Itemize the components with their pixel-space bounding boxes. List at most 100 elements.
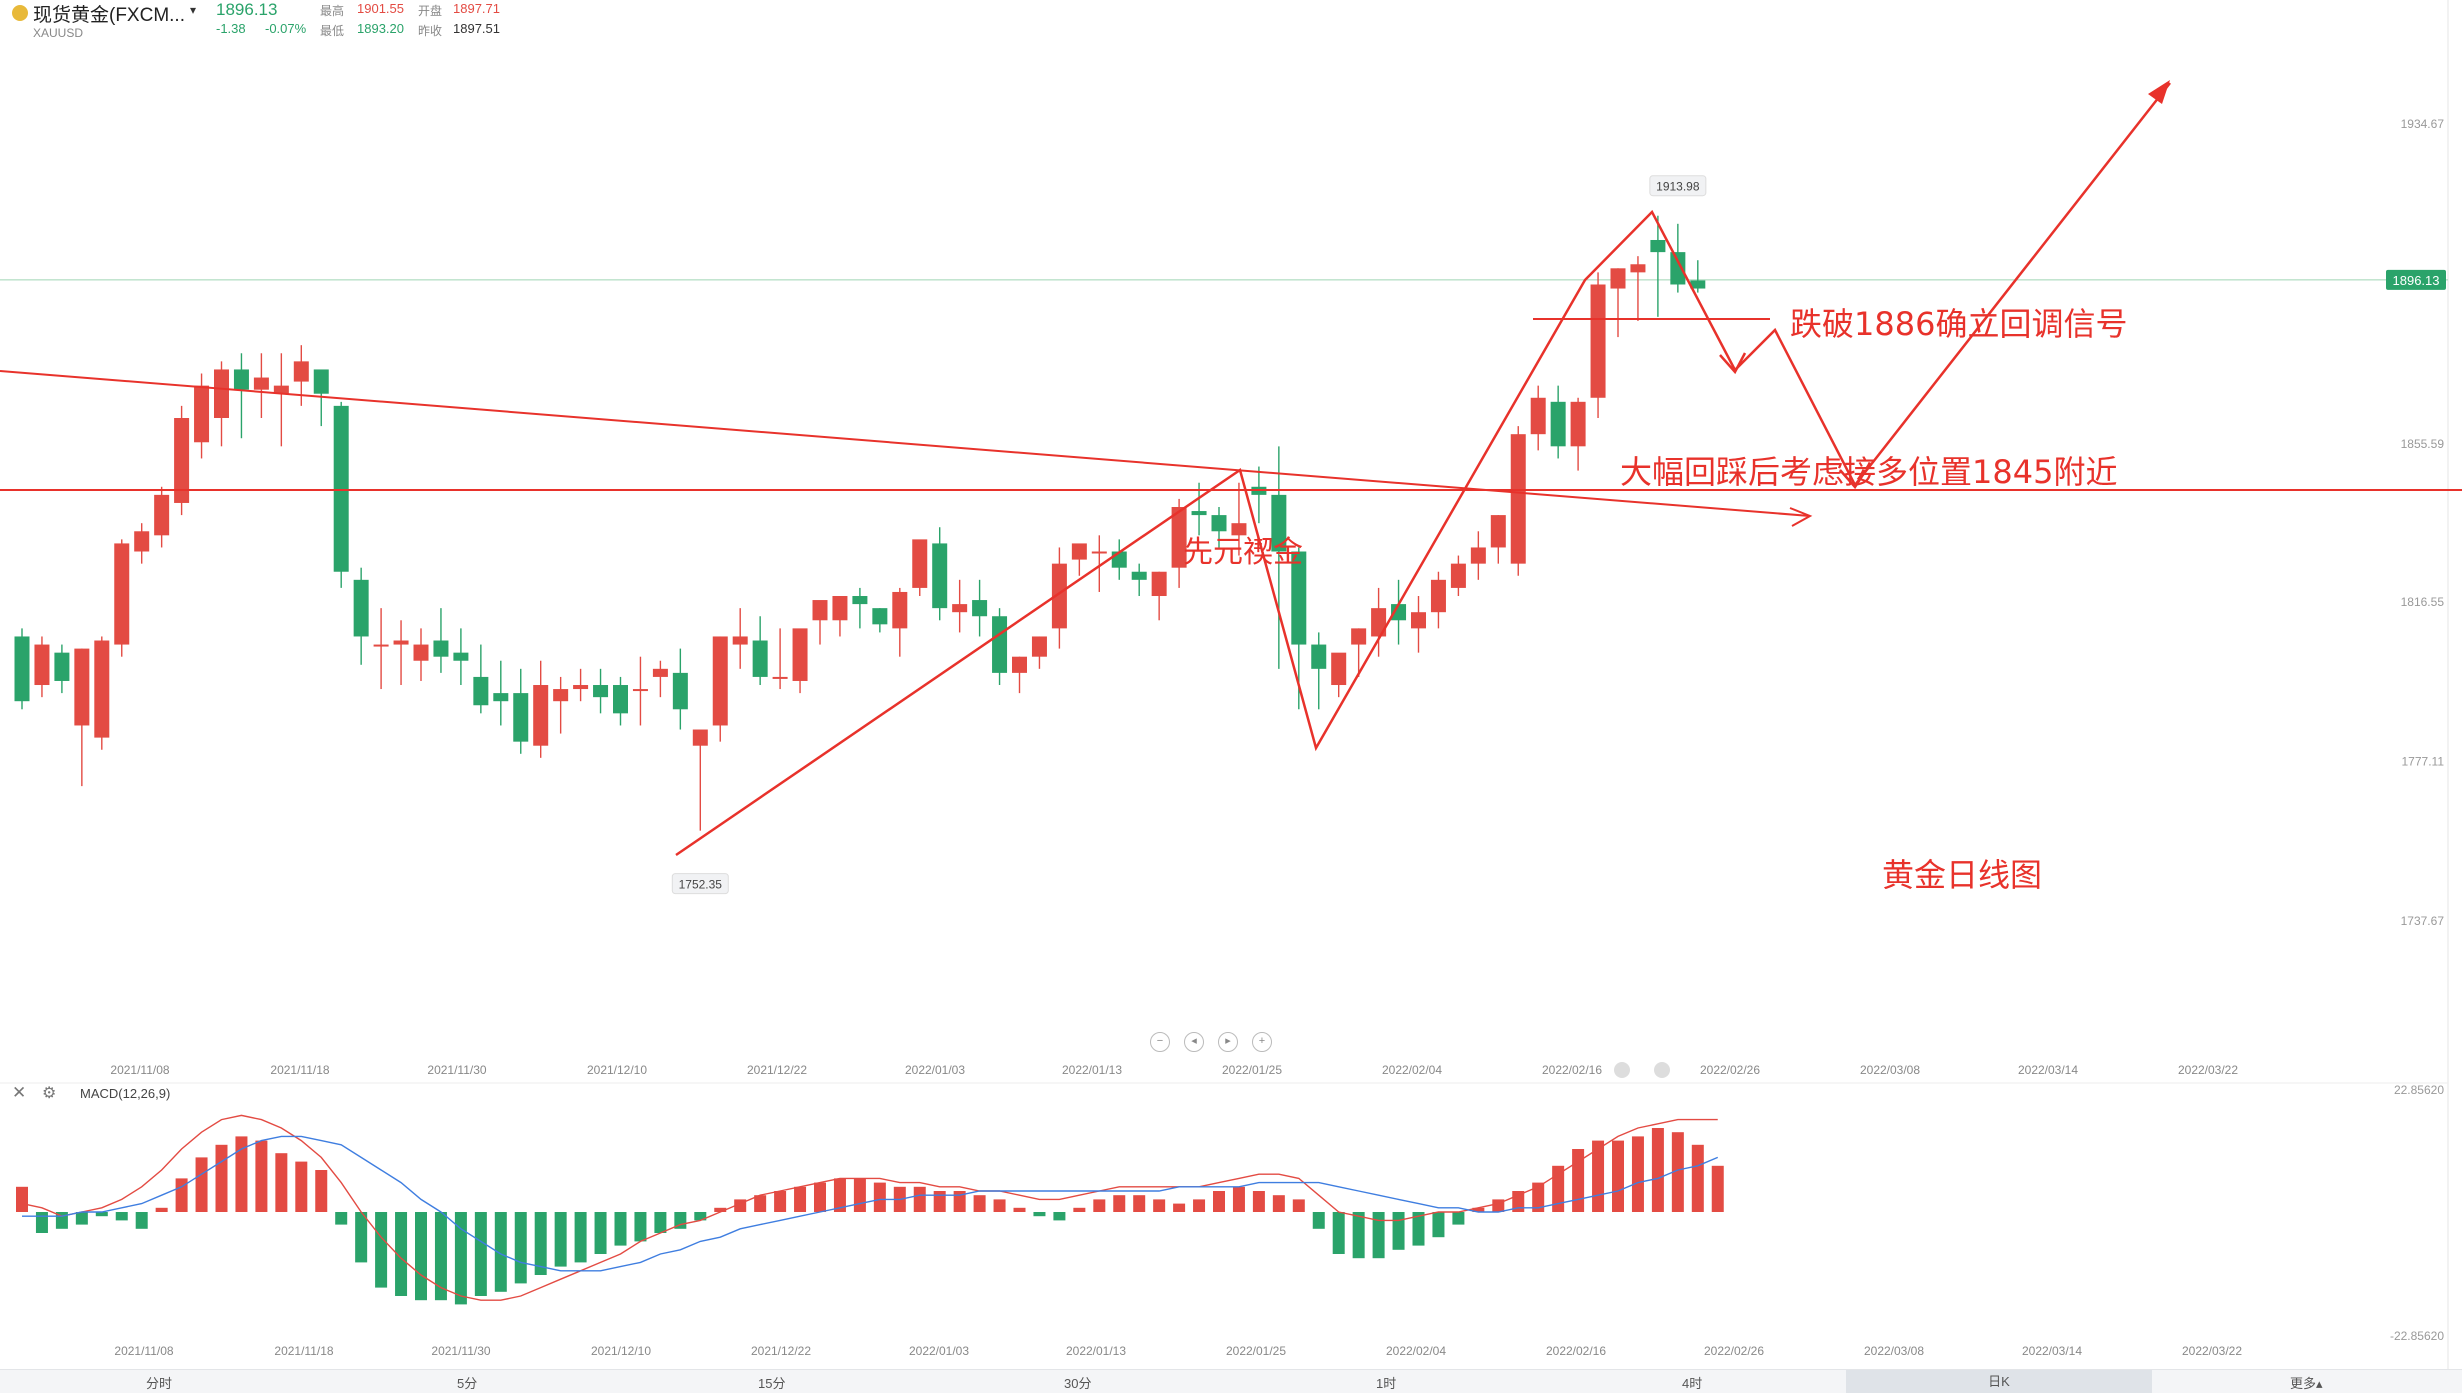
scroll-right-icon[interactable]: ▸ — [1218, 1032, 1238, 1052]
macd-bar — [474, 1212, 487, 1296]
prev-close-value: 1897.51 — [453, 21, 500, 36]
macd-bar — [1651, 1128, 1664, 1212]
macd-bar — [1173, 1203, 1186, 1212]
candle-body — [214, 369, 229, 418]
tf-4h[interactable]: 4时 — [1682, 1376, 1703, 1391]
macd-bar — [1312, 1212, 1325, 1229]
candle-body — [194, 385, 210, 443]
candle-body — [273, 385, 289, 394]
tf-5m[interactable]: 5分 — [457, 1376, 478, 1391]
macd-dif-line — [21, 1114, 1718, 1301]
macd-bar — [1252, 1191, 1265, 1212]
candle-body — [373, 644, 389, 647]
candle-body — [1610, 268, 1626, 289]
macd-bar — [1372, 1212, 1385, 1259]
gear-icon[interactable]: ⚙ — [42, 1085, 57, 1102]
price-change: -1.38 — [216, 21, 246, 36]
macd-x-tick-label: 2022/02/16 — [1546, 1344, 1606, 1358]
candle-body — [632, 689, 648, 692]
candle-body — [912, 539, 928, 588]
x-tick-label: 2022/03/22 — [2178, 1063, 2238, 1077]
zoom-in-icon[interactable]: + — [1252, 1032, 1272, 1052]
annotation-arrowhead — [2148, 80, 2170, 104]
macd-bar — [1232, 1186, 1245, 1212]
candle-body — [1430, 579, 1446, 613]
tf-minute[interactable]: 分时 — [146, 1376, 173, 1391]
x-tick-label: 2022/02/04 — [1382, 1063, 1442, 1077]
macd-x-tick-label: 2021/12/22 — [751, 1344, 811, 1358]
x-tick-label: 2021/12/22 — [747, 1063, 807, 1077]
tf-1h[interactable]: 1时 — [1376, 1376, 1397, 1391]
candle-body — [533, 685, 549, 746]
macd-bar — [1412, 1212, 1425, 1246]
candle-body — [1550, 401, 1566, 447]
candle-body — [1131, 571, 1147, 580]
macd-bar — [814, 1182, 826, 1212]
price-change-pct: -0.07% — [265, 21, 307, 36]
candle-body — [1051, 563, 1067, 629]
instrument-title[interactable]: 现货黄金(FXCM... — [33, 5, 185, 26]
macd-x-tick-label: 2022/03/08 — [1864, 1344, 1924, 1358]
zoom-out-icon[interactable]: − — [1150, 1032, 1170, 1052]
candle-body — [413, 644, 429, 661]
macd-bar — [973, 1195, 986, 1212]
macd-bar — [1452, 1212, 1465, 1225]
candle-body — [792, 628, 808, 681]
y-tick-label: 1855.59 — [2401, 437, 2445, 451]
tf-15m[interactable]: 15分 — [758, 1376, 786, 1391]
candle-body — [1630, 264, 1646, 273]
macd-bar — [514, 1212, 527, 1284]
macd-bar — [75, 1212, 88, 1225]
macd-bar — [355, 1212, 368, 1263]
macd-bar — [395, 1212, 408, 1296]
scroll-left-icon[interactable]: ◂ — [1184, 1032, 1204, 1052]
macd-bar — [774, 1191, 787, 1212]
candle-body — [74, 648, 90, 726]
candle-body — [493, 693, 509, 702]
chevron-down-icon[interactable]: ▾ — [190, 3, 197, 17]
candle-body — [1650, 239, 1666, 253]
macd-bar — [295, 1161, 308, 1212]
macd-bar — [335, 1212, 348, 1225]
macd-x-tick-label: 2021/11/08 — [114, 1344, 173, 1358]
candle-body — [872, 608, 888, 625]
prev-close-label: 昨收 — [418, 24, 443, 38]
candle-body — [992, 616, 1008, 673]
candle-body — [1411, 612, 1426, 629]
macd-title: MACD(12,26,9) — [80, 1086, 170, 1101]
annotation-arrow — [1839, 469, 1868, 490]
high-label: 最高 — [320, 4, 345, 18]
macd-bar — [16, 1186, 28, 1212]
macd-bar — [794, 1186, 807, 1212]
candle-body — [1191, 511, 1207, 516]
candle-body — [473, 676, 489, 706]
macd-bar — [614, 1212, 627, 1246]
macd-x-tick-label: 2022/03/14 — [2022, 1344, 2082, 1358]
candle-body — [253, 377, 269, 390]
candle-body — [1211, 515, 1227, 532]
macd-bar — [275, 1153, 288, 1212]
macd-bar — [375, 1212, 388, 1288]
macd-bottom-label: -22.85620 — [2390, 1329, 2444, 1343]
close-icon[interactable]: ✕ — [12, 1083, 27, 1102]
candle-body — [652, 668, 668, 677]
current-price-tag — [2386, 269, 2446, 290]
y-tick-label: 1816.55 — [2401, 595, 2445, 609]
candle-body — [1071, 543, 1087, 560]
macd-bar — [1113, 1195, 1126, 1212]
annotation-long: 大幅回踩后考虑接多位置1845附近 — [1620, 453, 2117, 491]
macd-bar — [833, 1178, 846, 1212]
annotation-arrow — [1719, 352, 1747, 375]
macd-bar — [494, 1212, 507, 1292]
macd-bar — [195, 1157, 208, 1212]
macd-bar — [933, 1191, 946, 1212]
x-tick-label: 2022/03/14 — [2018, 1063, 2078, 1077]
tf-daily[interactable]: 日K — [1846, 1370, 2152, 1393]
candle-body — [54, 652, 70, 681]
tf-30m[interactable]: 30分 — [1064, 1376, 1092, 1391]
more-button[interactable]: 更多▴ — [2290, 1376, 2323, 1391]
candle-body — [233, 369, 249, 390]
low-marker-box — [671, 873, 729, 895]
macd-bar — [1073, 1207, 1086, 1212]
